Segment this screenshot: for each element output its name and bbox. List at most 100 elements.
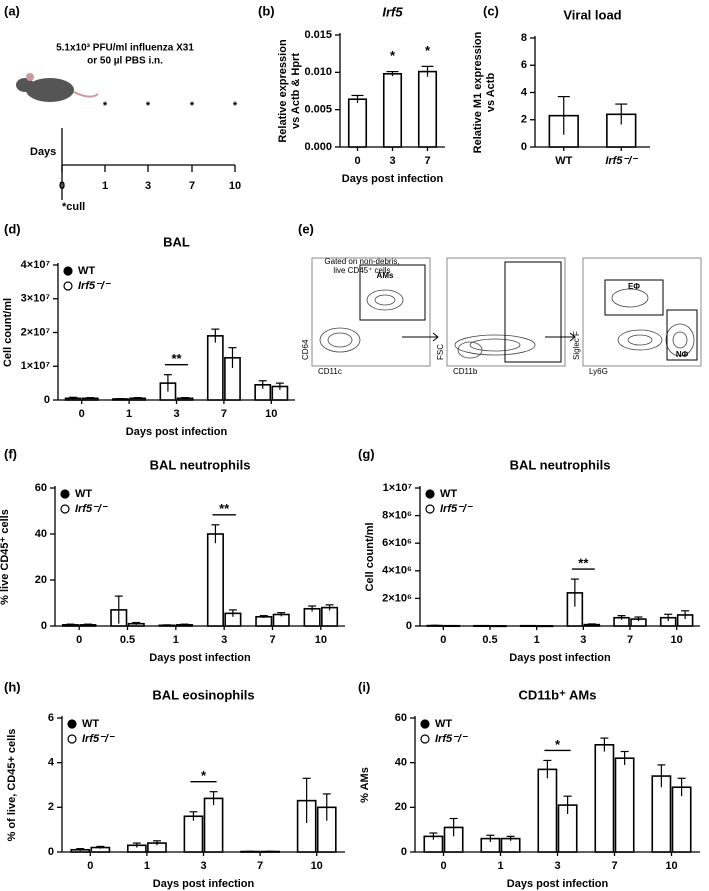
bar (203, 797, 224, 853)
x-tick-label: 10 (265, 408, 277, 420)
bar (537, 768, 558, 853)
y-tick-label: 20 (35, 574, 47, 586)
y-axis-label: % AMs (359, 767, 371, 803)
legend-label: Irf5⁻/⁻ (440, 503, 473, 515)
y-axis-label: Cell count/ml (364, 522, 376, 591)
y-axis-label: vs Actb & Hprt (290, 53, 302, 129)
gate-label: AMs (377, 271, 394, 280)
x-tick-label: 0 (76, 634, 82, 646)
legend-marker (63, 281, 73, 291)
cull-marker: * (190, 100, 195, 112)
chart-title: BAL neutrophils (150, 457, 251, 472)
x-tick-label: 3 (221, 634, 227, 646)
legend-marker (420, 734, 430, 744)
bar (614, 757, 635, 853)
chart-title: BAL neutrophils (510, 457, 611, 472)
legend-label: WT (440, 488, 457, 500)
x-axis-label: Days post infection (153, 878, 255, 890)
y-tick-label: 4 (521, 86, 528, 98)
significance: * (425, 43, 431, 58)
cull-note: *cull (62, 201, 85, 213)
bar (651, 775, 672, 853)
significance: ** (219, 501, 230, 516)
legend-label: WT (435, 718, 452, 730)
x-tick-label: 7 (627, 634, 633, 646)
x-tick-label: 3 (554, 860, 560, 872)
x-tick-label: 10 (315, 634, 327, 646)
x-tick-label: 10 (665, 860, 677, 872)
y-axis-label: vs Actb (485, 73, 497, 113)
significance: * (201, 768, 207, 783)
y-tick-label: 20 (395, 801, 407, 813)
legend-marker (425, 489, 435, 499)
x-tick-label: 7 (611, 860, 617, 872)
y-axis-label: Relative M1 expression (472, 31, 484, 153)
day-label: 7 (189, 180, 195, 192)
day-label: 0 (59, 180, 65, 192)
chart-title: BAL eosinophils (152, 687, 254, 702)
x-tick-label: 7 (424, 155, 430, 167)
panel-label: (f) (4, 446, 17, 461)
y-tick-label: 8 (521, 32, 527, 44)
flow-axis: CD64 (301, 339, 310, 360)
cull-marker: * (233, 100, 238, 112)
chart-title: BAL (163, 234, 190, 249)
flow-axis: CD11c (318, 367, 342, 376)
legend-marker (425, 504, 435, 514)
x-tick-label: 0.5 (120, 634, 135, 646)
x-tick-label: WT (555, 155, 572, 167)
timeline-label: Days (30, 146, 56, 158)
flow-axis: Ly6G (589, 367, 608, 376)
panel-label: (b) (258, 3, 275, 18)
x-tick-label: 1 (126, 408, 132, 420)
chart-title: Irf5 (382, 4, 403, 19)
flow-axis: CD11b (453, 367, 478, 376)
x-tick-label: 0 (354, 155, 360, 167)
legend-marker (63, 266, 73, 276)
x-tick-label: 7 (257, 860, 263, 872)
mouse-icon (16, 73, 99, 102)
x-tick-label: 0 (440, 860, 446, 872)
panel-label: (a) (4, 3, 20, 18)
y-tick-label: 0.005 (304, 104, 332, 116)
bar (206, 533, 224, 627)
day-label: 3 (145, 180, 151, 192)
x-axis-label: Days post infection (507, 878, 609, 890)
x-axis-label: Days post infection (342, 173, 444, 185)
x-tick-label: 10 (671, 634, 683, 646)
x-tick-label: 0 (87, 860, 93, 872)
x-tick-label: 1 (173, 634, 179, 646)
bar (347, 98, 368, 148)
legend-marker (67, 734, 77, 744)
y-tick-label: 0.015 (304, 29, 332, 41)
panel-label: (i) (358, 679, 370, 694)
significance: ** (171, 351, 182, 366)
cull-marker: * (146, 100, 151, 112)
x-tick-label: 3 (200, 860, 206, 872)
y-axis-label: Relative expression (277, 39, 289, 143)
x-tick-label: 3 (173, 408, 179, 420)
significance: ** (578, 556, 589, 571)
y-tick-label: 0.000 (304, 141, 332, 153)
y-tick-label: 6 (521, 59, 527, 71)
x-tick-label: Irf5⁻/⁻ (605, 155, 638, 167)
x-tick-label: 0 (440, 634, 446, 646)
y-tick-label: 8×10⁶ (382, 510, 412, 522)
x-tick-label: 1 (144, 860, 150, 872)
y-tick-label: 0 (406, 620, 412, 632)
flow-plots (311, 257, 702, 367)
y-tick-label: 2×10⁶ (382, 592, 412, 604)
gate-note: Gated on non-debris, (324, 257, 399, 266)
legend-label: WT (82, 718, 99, 730)
significance: * (555, 737, 561, 752)
bar (206, 335, 224, 401)
y-tick-label: 0 (521, 141, 527, 153)
x-tick-label: 3 (389, 155, 395, 167)
y-tick-label: 6×10⁶ (382, 537, 412, 549)
bar (255, 615, 273, 627)
legend-label: Irf5⁻/⁻ (75, 503, 108, 515)
y-tick-label: 0 (44, 394, 50, 406)
flow-axis: FSC (436, 344, 445, 360)
y-tick-label: 3×10⁷ (21, 293, 51, 305)
